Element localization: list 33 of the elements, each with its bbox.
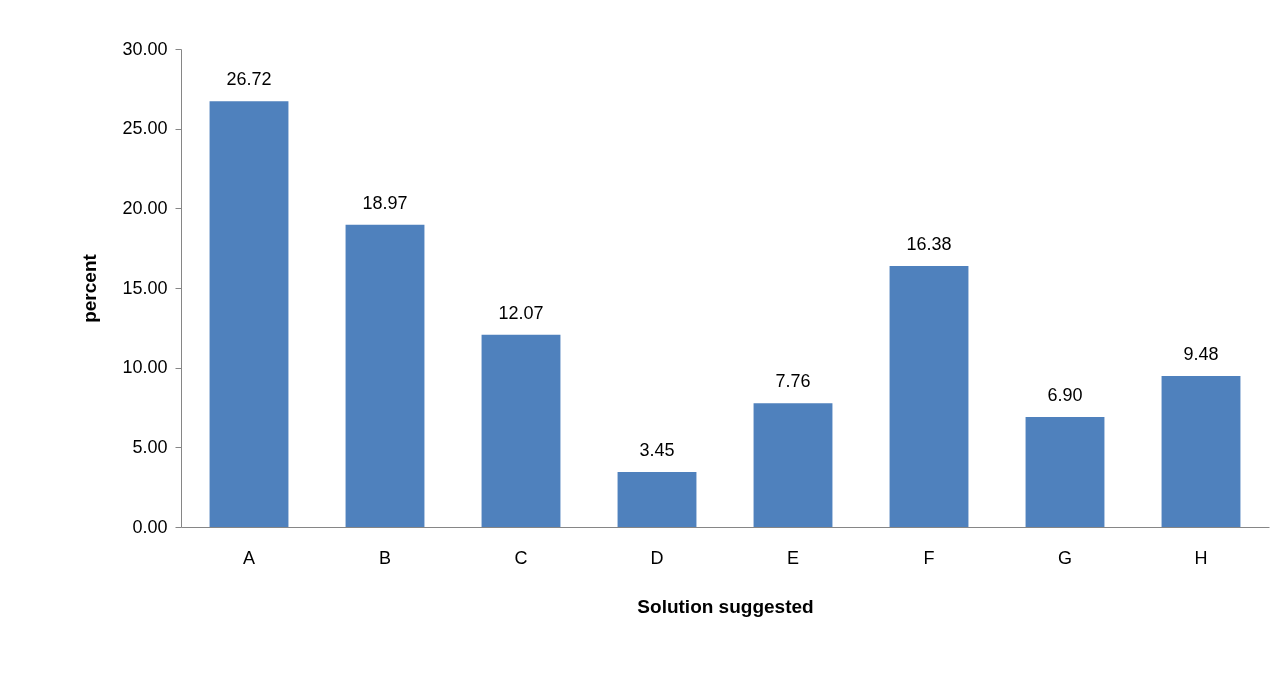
y-tick-label: 25.00 (122, 118, 168, 139)
x-tick-label: G (1057, 547, 1073, 568)
x-axis-title: Solution suggested (637, 595, 814, 617)
data-label: 18.97 (362, 192, 408, 213)
x-tick-label: F (923, 547, 935, 568)
y-tick-label: 5.00 (132, 436, 168, 457)
y-tick-label: 30.00 (122, 38, 168, 59)
x-tick-label: E (786, 547, 800, 568)
y-tick-label: 10.00 (122, 357, 168, 378)
y-tick-label: 15.00 (122, 277, 168, 298)
x-tick-label: D (650, 547, 664, 568)
bar (481, 334, 561, 527)
bar (889, 266, 969, 527)
y-tick-label: 20.00 (122, 197, 168, 218)
bar (345, 224, 425, 527)
x-tick-label: C (514, 547, 528, 568)
x-tick-label: B (378, 547, 392, 568)
bar (1161, 375, 1241, 527)
data-label: 3.45 (639, 440, 675, 461)
bar (209, 101, 289, 527)
bar (1025, 417, 1105, 527)
bar (753, 403, 833, 527)
y-tick-label: 0.00 (132, 516, 168, 537)
data-label: 26.72 (226, 69, 272, 90)
data-label: 16.38 (906, 234, 952, 255)
data-label: 6.90 (1047, 385, 1083, 406)
x-tick-label: H (1194, 547, 1208, 568)
data-label: 7.76 (775, 371, 811, 392)
bar (617, 472, 697, 527)
x-tick-label: A (242, 547, 256, 568)
data-label: 12.07 (498, 302, 544, 323)
y-axis-title: percent (79, 253, 101, 323)
data-label: 9.48 (1183, 343, 1219, 364)
